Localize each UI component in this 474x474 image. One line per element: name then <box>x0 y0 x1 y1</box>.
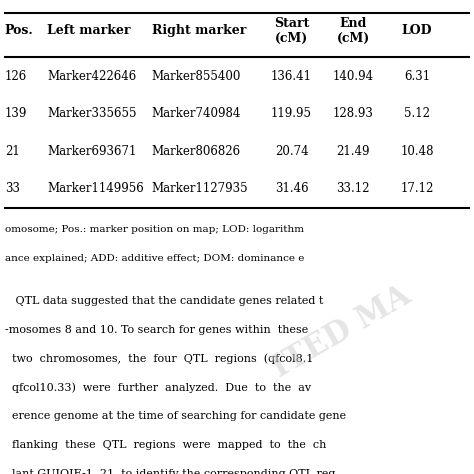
Text: 21.49: 21.49 <box>337 145 370 158</box>
Text: flanking  these  QTL  regions  were  mapped  to  the  ch: flanking these QTL regions were mapped t… <box>5 440 326 450</box>
Text: Marker806826: Marker806826 <box>152 145 241 158</box>
Text: 10.48: 10.48 <box>401 145 434 158</box>
Text: -mosomes 8 and 10. To search for genes within  these: -mosomes 8 and 10. To search for genes w… <box>5 325 308 335</box>
Text: Marker855400: Marker855400 <box>152 70 241 83</box>
Text: 20.74: 20.74 <box>275 145 308 158</box>
Text: 31.46: 31.46 <box>275 182 308 195</box>
Text: ITED MA: ITED MA <box>266 280 416 383</box>
Text: Marker1127935: Marker1127935 <box>152 182 248 195</box>
Text: Pos.: Pos. <box>5 25 34 37</box>
Text: End
(cM): End (cM) <box>337 17 370 45</box>
Text: lant GUIQIE-1  21  to identify the corresponding QTL reg: lant GUIQIE-1 21 to identify the corresp… <box>5 469 335 474</box>
Text: 128.93: 128.93 <box>333 107 374 120</box>
Text: 140.94: 140.94 <box>333 70 374 83</box>
Text: 33: 33 <box>5 182 20 195</box>
Text: 17.12: 17.12 <box>401 182 434 195</box>
Text: 33.12: 33.12 <box>337 182 370 195</box>
Text: Marker740984: Marker740984 <box>152 107 241 120</box>
Text: Marker693671: Marker693671 <box>47 145 137 158</box>
Text: LOD: LOD <box>402 25 432 37</box>
Text: Marker335655: Marker335655 <box>47 107 137 120</box>
Text: Marker422646: Marker422646 <box>47 70 137 83</box>
Text: ance explained; ADD: additive effect; DOM: dominance e: ance explained; ADD: additive effect; DO… <box>5 254 304 263</box>
Text: 139: 139 <box>5 107 27 120</box>
Text: Start
(cM): Start (cM) <box>274 17 309 45</box>
Text: 21: 21 <box>5 145 19 158</box>
Text: Marker1149956: Marker1149956 <box>47 182 144 195</box>
Text: erence genome at the time of searching for candidate gene: erence genome at the time of searching f… <box>5 411 346 421</box>
Text: 126: 126 <box>5 70 27 83</box>
Text: Right marker: Right marker <box>152 25 246 37</box>
Text: 136.41: 136.41 <box>271 70 312 83</box>
Text: 5.12: 5.12 <box>404 107 430 120</box>
Text: 6.31: 6.31 <box>404 70 430 83</box>
Text: qfcol10.33)  were  further  analyzed.  Due  to  the  av: qfcol10.33) were further analyzed. Due t… <box>5 383 311 393</box>
Text: omosome; Pos.: marker position on map; LOD: logarithm: omosome; Pos.: marker position on map; L… <box>5 226 304 235</box>
Text: two  chromosomes,  the  four  QTL  regions  (qfcol8.1: two chromosomes, the four QTL regions (q… <box>5 354 313 364</box>
Text: 119.95: 119.95 <box>271 107 312 120</box>
Text: QTL data suggested that the candidate genes related t: QTL data suggested that the candidate ge… <box>5 296 323 306</box>
Text: Left marker: Left marker <box>47 25 131 37</box>
